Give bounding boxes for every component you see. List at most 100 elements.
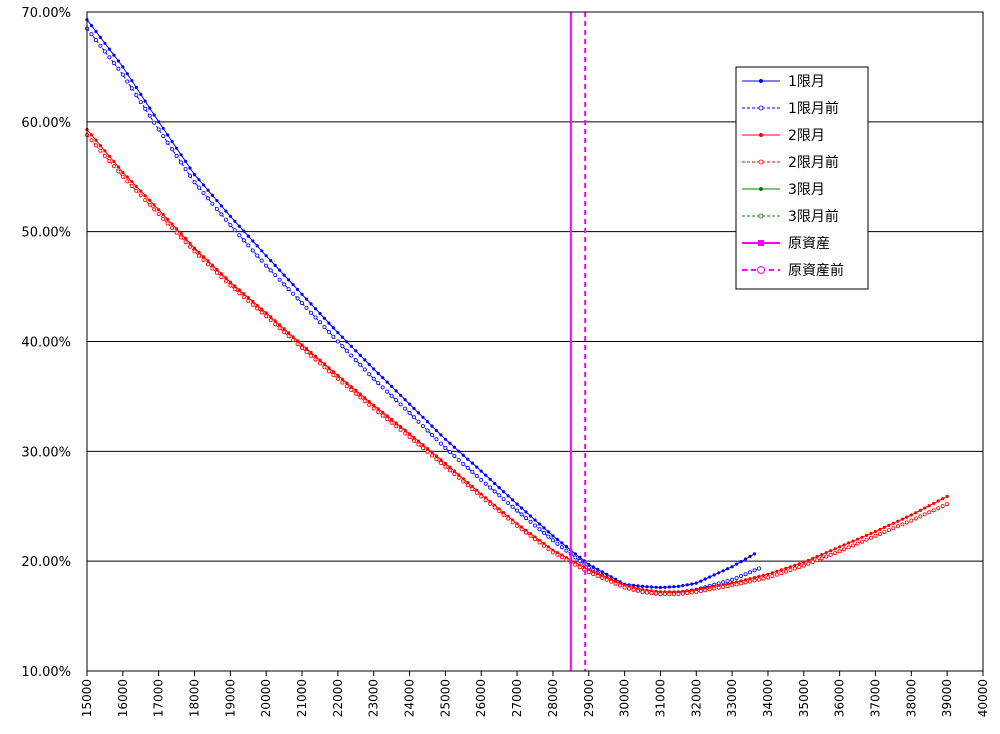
data-point bbox=[219, 204, 223, 208]
data-point bbox=[183, 240, 188, 245]
data-point bbox=[573, 552, 577, 556]
data-point bbox=[157, 208, 161, 212]
data-point bbox=[632, 583, 636, 587]
x-tick-label: 30000 bbox=[618, 679, 632, 717]
data-point bbox=[766, 575, 771, 580]
data-point bbox=[550, 550, 555, 555]
data-point bbox=[107, 154, 111, 158]
data-point bbox=[111, 61, 116, 66]
data-point bbox=[810, 560, 815, 565]
data-point bbox=[362, 399, 367, 404]
data-point bbox=[94, 143, 99, 148]
data-point bbox=[550, 538, 555, 543]
data-point bbox=[300, 343, 304, 347]
data-point bbox=[143, 99, 147, 103]
data-point bbox=[707, 587, 712, 592]
legend-marker bbox=[758, 159, 764, 165]
data-point bbox=[801, 563, 806, 568]
data-point bbox=[775, 569, 779, 573]
data-point bbox=[308, 353, 313, 358]
data-point bbox=[658, 585, 663, 590]
data-point bbox=[175, 227, 179, 231]
data-point bbox=[842, 547, 847, 552]
data-point bbox=[376, 381, 381, 386]
data-point bbox=[277, 277, 282, 282]
data-point bbox=[412, 435, 416, 440]
data-point bbox=[322, 362, 326, 366]
data-point bbox=[260, 307, 264, 311]
legend-marker bbox=[757, 266, 765, 274]
series-2 bbox=[85, 26, 762, 597]
data-point bbox=[519, 512, 524, 517]
data-point bbox=[349, 387, 354, 392]
legend-label: 2限月 bbox=[788, 128, 825, 144]
data-point bbox=[434, 454, 438, 458]
data-point bbox=[399, 425, 403, 429]
data-point bbox=[134, 184, 138, 188]
data-point bbox=[734, 576, 739, 581]
data-point bbox=[184, 236, 188, 241]
data-point bbox=[408, 432, 412, 436]
data-point bbox=[260, 249, 264, 253]
data-point bbox=[636, 584, 640, 588]
data-point bbox=[264, 314, 269, 319]
data-point bbox=[654, 585, 658, 589]
data-point bbox=[103, 41, 107, 45]
data-point bbox=[730, 565, 734, 569]
data-point bbox=[273, 322, 278, 327]
legend-marker bbox=[758, 105, 764, 111]
data-point bbox=[130, 180, 134, 184]
data-point bbox=[721, 585, 726, 590]
data-point bbox=[752, 568, 757, 573]
data-point bbox=[299, 301, 304, 306]
data-point bbox=[228, 280, 232, 284]
x-tick-label: 31000 bbox=[653, 679, 667, 717]
data-point bbox=[116, 165, 120, 169]
data-point bbox=[506, 494, 510, 498]
data-point bbox=[716, 585, 721, 590]
data-point bbox=[802, 560, 806, 564]
data-point bbox=[188, 166, 192, 170]
data-point bbox=[600, 570, 604, 574]
data-point bbox=[645, 585, 649, 589]
data-point bbox=[246, 243, 251, 248]
data-point bbox=[851, 539, 855, 543]
data-point bbox=[752, 576, 757, 580]
data-point bbox=[246, 298, 251, 303]
data-point bbox=[255, 253, 260, 258]
data-point bbox=[358, 353, 362, 357]
data-point bbox=[452, 445, 456, 449]
data-point bbox=[497, 509, 502, 514]
data-point bbox=[896, 519, 900, 523]
data-point bbox=[98, 35, 102, 40]
legend-item: 2限月 bbox=[742, 128, 825, 144]
data-point bbox=[752, 552, 757, 556]
data-point bbox=[165, 140, 170, 145]
data-point bbox=[829, 549, 833, 553]
data-point bbox=[327, 321, 331, 325]
data-point bbox=[743, 572, 748, 577]
legend-label: 1限月 bbox=[788, 74, 825, 90]
data-point bbox=[520, 506, 524, 510]
data-point bbox=[170, 222, 174, 226]
data-point bbox=[278, 268, 282, 272]
data-point bbox=[371, 406, 376, 411]
x-tick-label: 15000 bbox=[80, 679, 94, 717]
data-point bbox=[89, 133, 94, 137]
data-point bbox=[457, 449, 461, 453]
data-point bbox=[456, 457, 461, 462]
data-point bbox=[421, 443, 425, 447]
data-point bbox=[367, 372, 372, 377]
data-point bbox=[439, 458, 443, 462]
data-point bbox=[291, 338, 296, 343]
data-point bbox=[519, 527, 524, 532]
data-point bbox=[268, 268, 273, 273]
x-tick-label: 17000 bbox=[152, 679, 166, 717]
data-point bbox=[156, 127, 161, 132]
data-point bbox=[587, 562, 591, 567]
y-tick-label: 70.00% bbox=[21, 6, 71, 21]
data-point bbox=[878, 532, 883, 537]
data-point bbox=[900, 522, 905, 527]
data-point bbox=[797, 565, 802, 570]
